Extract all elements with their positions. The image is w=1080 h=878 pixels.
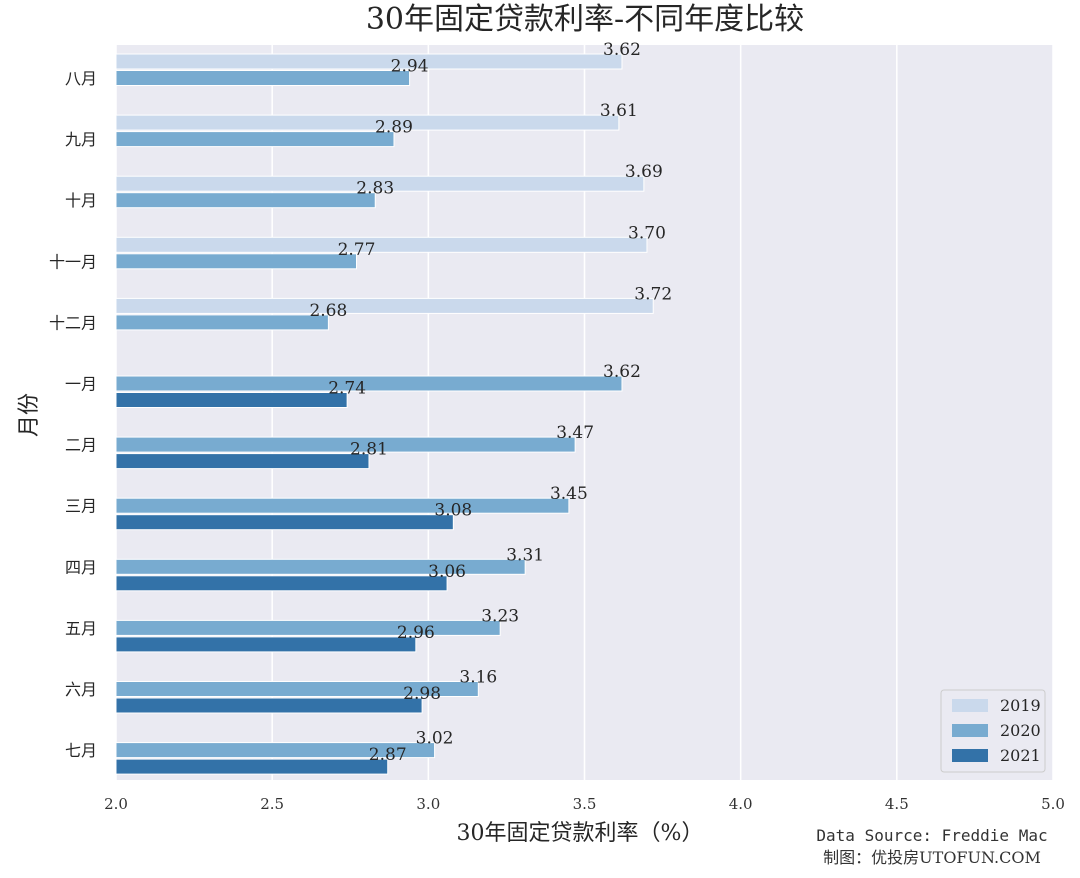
data-label: 3.16 bbox=[459, 668, 497, 688]
bar-2021 bbox=[115, 758, 389, 775]
y-tick-label: 二月 bbox=[65, 436, 97, 455]
y-tick-label: 三月 bbox=[65, 497, 97, 516]
chart-title: 30年固定贷款利率-不同年度比较 bbox=[366, 2, 804, 37]
data-label: 2.87 bbox=[369, 745, 407, 765]
data-label: 3.62 bbox=[603, 40, 641, 60]
source-line: Data Source: Freddie Mac bbox=[816, 826, 1047, 845]
bar-2020 bbox=[115, 70, 411, 86]
y-axis-label: 月份 bbox=[17, 393, 42, 437]
legend-swatch-2019 bbox=[952, 699, 988, 712]
bar-2019 bbox=[115, 297, 654, 314]
data-label: 2.89 bbox=[375, 118, 413, 138]
bar-2020 bbox=[115, 497, 570, 514]
data-label: 2.74 bbox=[328, 379, 366, 399]
legend-swatch-2020 bbox=[952, 724, 988, 737]
credit-line: 制图：优投房UTOFUN.COM bbox=[823, 848, 1041, 867]
y-tick-label: 七月 bbox=[65, 741, 97, 760]
x-tick-label: 3.5 bbox=[573, 795, 597, 813]
bar-2019 bbox=[115, 175, 645, 192]
legend: 2019 2020 2021 bbox=[940, 689, 1046, 773]
bar-2021 bbox=[115, 575, 448, 592]
bar-2021 bbox=[115, 697, 423, 714]
bar-2021 bbox=[115, 514, 454, 531]
bar-2020 bbox=[115, 619, 501, 636]
x-tick-label: 4.0 bbox=[729, 795, 753, 813]
legend-swatch-2021 bbox=[952, 749, 988, 762]
y-tick-label: 十一月 bbox=[49, 252, 97, 271]
y-tick-label: 八月 bbox=[65, 69, 97, 88]
x-tick-label: 4.5 bbox=[885, 795, 909, 813]
data-label: 3.06 bbox=[428, 562, 466, 582]
bar-2020 bbox=[115, 742, 436, 759]
data-label: 3.02 bbox=[416, 729, 454, 749]
data-label: 3.23 bbox=[481, 606, 519, 626]
y-tick-label: 一月 bbox=[65, 375, 97, 394]
bar-2020 bbox=[115, 375, 623, 392]
legend-label: 2020 bbox=[1000, 721, 1041, 740]
bar-2020 bbox=[115, 131, 395, 148]
bar-2019 bbox=[115, 53, 623, 70]
y-tick-label: 十月 bbox=[65, 191, 97, 210]
data-label: 2.77 bbox=[338, 240, 376, 260]
data-label: 2.81 bbox=[350, 440, 388, 460]
data-label: 2.83 bbox=[356, 179, 394, 199]
x-tick-label: 5.0 bbox=[1041, 795, 1065, 813]
bar-2020 bbox=[115, 253, 357, 270]
legend-label: 2021 bbox=[1000, 746, 1041, 765]
data-label: 2.68 bbox=[309, 301, 347, 321]
data-label: 2.96 bbox=[397, 623, 435, 643]
bar-2020 bbox=[115, 314, 329, 331]
bar-2021 bbox=[115, 392, 348, 408]
legend-label: 2019 bbox=[1000, 696, 1041, 715]
data-label: 2.98 bbox=[403, 684, 441, 704]
data-label: 3.31 bbox=[506, 545, 544, 565]
y-tick-label: 九月 bbox=[65, 130, 97, 149]
y-tick-label: 六月 bbox=[65, 680, 97, 699]
x-tick-label: 2.5 bbox=[260, 795, 284, 813]
data-label: 3.45 bbox=[550, 484, 588, 504]
bar-2021 bbox=[115, 453, 370, 470]
bar-2019 bbox=[115, 236, 648, 253]
data-label: 2.94 bbox=[391, 57, 429, 77]
x-tick-label: 2.0 bbox=[104, 795, 128, 813]
bar-2020 bbox=[115, 558, 526, 575]
y-tick-label: 四月 bbox=[65, 558, 97, 577]
data-label: 3.69 bbox=[625, 162, 663, 182]
bar-2020 bbox=[115, 192, 376, 209]
x-tick-label: 3.0 bbox=[416, 795, 440, 813]
bar-2019 bbox=[115, 114, 620, 131]
data-label: 3.72 bbox=[634, 284, 672, 304]
bar-2020 bbox=[115, 436, 576, 453]
data-label: 3.47 bbox=[556, 423, 594, 443]
data-label: 3.08 bbox=[434, 501, 472, 521]
bar-2021 bbox=[115, 636, 417, 653]
data-label: 3.70 bbox=[628, 223, 666, 243]
x-axis-label: 30年固定贷款利率（%） bbox=[457, 821, 704, 846]
data-label: 3.62 bbox=[603, 362, 641, 382]
data-label: 3.61 bbox=[600, 101, 638, 121]
bar-2020 bbox=[115, 681, 479, 697]
y-tick-label: 十二月 bbox=[49, 313, 97, 332]
y-tick-label: 五月 bbox=[65, 619, 97, 638]
